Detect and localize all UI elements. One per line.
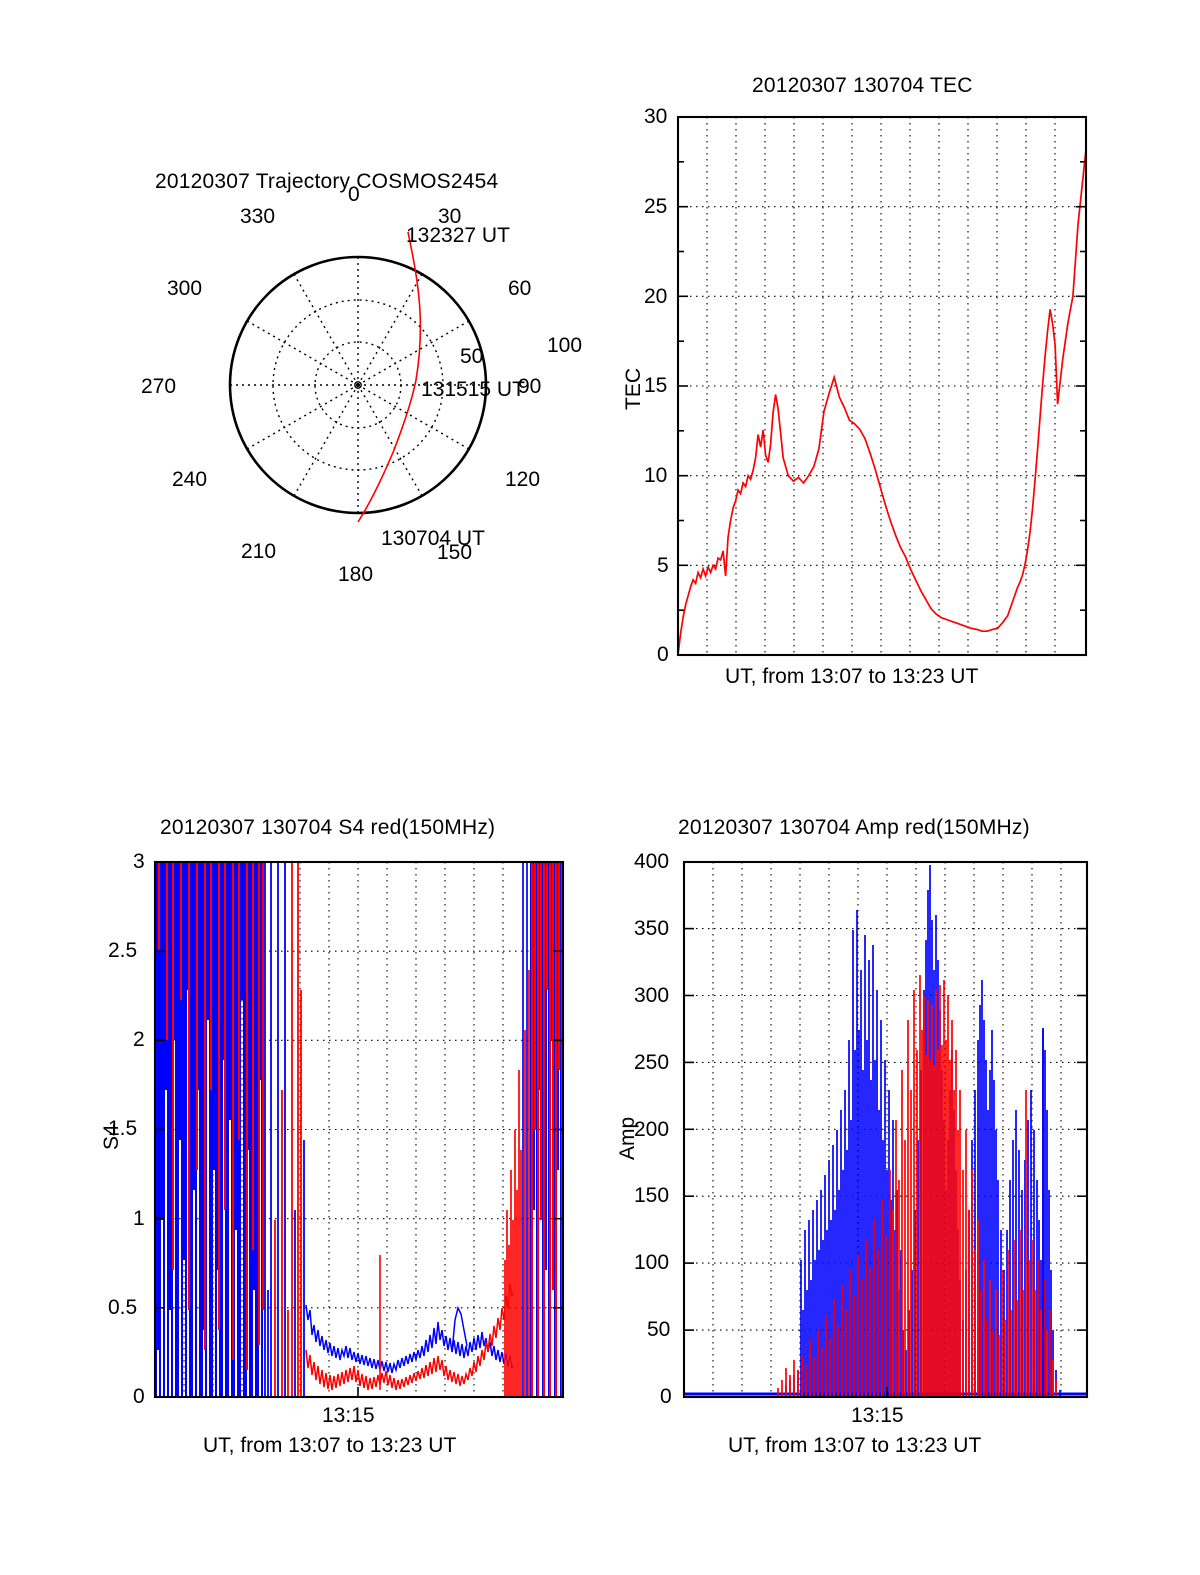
azimuth-label-300: 300 xyxy=(167,277,203,300)
amp-x-axis-label: UT, from 13:07 to 13:23 UT xyxy=(728,1434,982,1457)
amp-ytick-150: 150 xyxy=(634,1184,670,1207)
s4-transition-spikes xyxy=(264,862,305,1397)
trajectory-polar-plot xyxy=(228,231,488,523)
tec-ytick-25: 25 xyxy=(644,195,668,218)
azimuth-label-0: 0 xyxy=(348,183,360,206)
tec-x-axis-label: UT, from 13:07 to 13:23 UT xyxy=(725,665,979,688)
amp-ytick-300: 300 xyxy=(634,984,670,1007)
tec-plot xyxy=(676,115,1088,657)
amp-panel: 20120307 130704 Amp red(150MHz) xyxy=(600,790,1200,1490)
s4-ytick-0: 0 xyxy=(133,1385,145,1408)
azimuth-label-330: 330 xyxy=(240,205,276,228)
tec-horizontal-gridlines xyxy=(678,206,1086,566)
tec-trace xyxy=(677,149,1087,656)
s4-x-axis-label: UT, from 13:07 to 13:23 UT xyxy=(203,1434,457,1457)
amp-ytick-50: 50 xyxy=(647,1318,671,1341)
trajectory-title: 20120307 Trajectory COSMOS2454 xyxy=(155,170,499,193)
radial-label-100: 100 xyxy=(547,334,583,357)
azimuth-label-90: 90 xyxy=(518,375,542,398)
azimuth-label-150: 150 xyxy=(437,541,473,564)
s4-tick-marks xyxy=(155,861,563,1398)
trajectory-annotation-start: 130704 UT xyxy=(381,527,485,550)
s4-ytick-1p5: 1.5 xyxy=(108,1117,138,1140)
tec-title: 20120307 130704 TEC xyxy=(752,74,973,97)
azimuth-label-270: 270 xyxy=(141,375,177,398)
s4-ytick-3: 3 xyxy=(133,850,145,873)
amp-horizontal-gridlines xyxy=(684,928,1087,1331)
azimuth-label-180: 180 xyxy=(338,563,374,586)
tec-panel: 20120307 130704 TEC xyxy=(600,0,1200,700)
amp-ytick-350: 350 xyxy=(634,917,670,940)
s4-blue-quiet-trace xyxy=(305,1304,513,1374)
amp-ytick-0: 0 xyxy=(660,1385,672,1408)
amp-ytick-250: 250 xyxy=(634,1051,670,1074)
amp-ytick-200: 200 xyxy=(634,1118,670,1141)
s4-traces xyxy=(155,862,563,1397)
trajectory-panel: 20120307 Trajectory COSMOS2454 0 30 60 xyxy=(0,0,600,640)
s4-xtick-1315: 13:15 xyxy=(322,1404,375,1427)
s4-horizontal-gridlines xyxy=(155,950,563,1309)
azimuth-label-120: 120 xyxy=(505,468,541,491)
amp-y-axis-label: Amp xyxy=(616,1116,639,1160)
trajectory-annotation-end: 132327 UT xyxy=(406,224,510,247)
s4-blue-bump xyxy=(451,1305,468,1353)
s4-ytick-1: 1 xyxy=(133,1207,145,1230)
tec-ytick-20: 20 xyxy=(644,285,668,308)
s4-panel: 20120307 130704 S4 red(150MHz) xyxy=(0,790,600,1490)
s4-ytick-2: 2 xyxy=(133,1028,145,1051)
trajectory-annotation-mid: 131515 UT xyxy=(421,378,525,401)
amp-tick-marks xyxy=(684,861,1087,1398)
azimuth-label-60: 60 xyxy=(508,277,532,300)
s4-ytick-0p5: 0.5 xyxy=(108,1296,138,1319)
s4-right-rise xyxy=(504,862,530,1397)
amp-xtick-1315: 13:15 xyxy=(851,1404,904,1427)
s4-ytick-2p5: 2.5 xyxy=(108,939,138,962)
amp-plot xyxy=(682,860,1089,1399)
tec-ytick-30: 30 xyxy=(644,105,668,128)
tec-ytick-0: 0 xyxy=(657,643,669,666)
amp-ytick-400: 400 xyxy=(634,850,670,873)
tec-ytick-10: 10 xyxy=(644,464,668,487)
s4-plot xyxy=(153,860,565,1399)
azimuth-label-30: 30 xyxy=(438,205,462,228)
trajectory-trace xyxy=(357,231,422,523)
tec-y-axis-label: TEC xyxy=(622,368,645,410)
tec-ytick-5: 5 xyxy=(657,554,669,577)
s4-title: 20120307 130704 S4 red(150MHz) xyxy=(160,816,496,839)
amp-title: 20120307 130704 Amp red(150MHz) xyxy=(678,816,1030,839)
amp-traces xyxy=(684,865,1087,1397)
tec-ytick-marks xyxy=(678,116,1086,656)
amp-ytick-100: 100 xyxy=(634,1251,670,1274)
polar-center-marker xyxy=(354,381,362,389)
s4-y-axis-label: S4 xyxy=(100,1124,123,1150)
azimuth-label-240: 240 xyxy=(172,468,208,491)
s4-red-left-saturated xyxy=(158,862,264,1370)
amp-blue-spikes xyxy=(785,865,1061,1397)
amp-red-spikes xyxy=(777,975,1057,1397)
s4-red-quiet-trace xyxy=(305,1283,513,1391)
radial-label-50: 50 xyxy=(460,345,484,368)
azimuth-label-210: 210 xyxy=(241,540,277,563)
tec-ytick-15: 15 xyxy=(644,374,668,397)
